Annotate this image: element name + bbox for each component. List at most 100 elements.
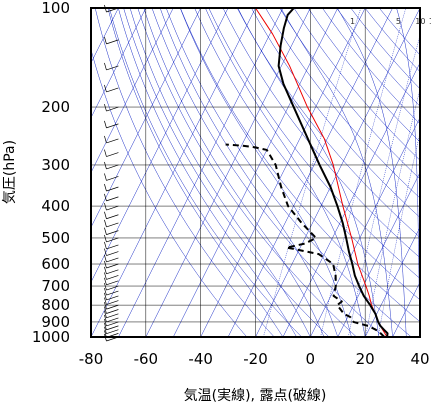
mixing-ratio-labels: 15101520g [350, 17, 431, 26]
dry-adiabat-line [208, 8, 420, 279]
y-tick-label: 900 [41, 313, 70, 331]
dry-adiabat-line [123, 8, 330, 337]
x-tick-label: -80 [79, 350, 104, 368]
mixing-ratio-line [377, 131, 420, 337]
wind-barb-flag [104, 322, 107, 330]
wind-barb-staff [106, 214, 119, 220]
wind-barb-flag [104, 272, 107, 280]
wind-barb-flag [104, 161, 107, 170]
wind-barb-flag [104, 297, 107, 305]
wind-barb-flag [104, 287, 107, 296]
wind-barb-flag [104, 62, 107, 71]
wind-barb-staff [106, 230, 119, 235]
wind-barb-staff [106, 313, 119, 319]
wind-barb-staff [106, 269, 119, 275]
wind-barb-flag [104, 135, 107, 144]
wind-barb-flag [104, 173, 107, 181]
dry-adiabat-line [137, 8, 357, 337]
wind-barb-flag [104, 241, 107, 250]
mixing-ratio-label: 5 [396, 17, 401, 26]
plot-frame [90, 7, 421, 338]
wind-barb-staff [106, 309, 119, 314]
wind-barb-flag [104, 202, 107, 211]
moist-adiabat-line [205, 8, 366, 337]
wind-barb-staff [106, 295, 119, 301]
moist-adiabat-line [179, 8, 352, 337]
wind-barb-flag [104, 120, 107, 128]
wind-barb-flag [104, 266, 107, 274]
wind-barb-staff [106, 321, 119, 327]
wind-barb-staff [106, 290, 119, 296]
wind-barbs [104, 4, 119, 342]
wind-barb-staff [106, 176, 119, 181]
wind-barb-staff [106, 222, 119, 228]
x-tick-label: -40 [188, 350, 213, 368]
isotherm-line [419, 336, 420, 337]
x-tick-label: 20 [356, 350, 375, 368]
x-axis-label: 気温(実線), 露点(破線) [184, 388, 327, 404]
isotherm-line [282, 62, 420, 337]
moist-adiabat-line [337, 8, 407, 337]
y-tick-label: 700 [41, 277, 70, 295]
dry-adiabat-line [94, 8, 275, 337]
y-tick-label: 200 [41, 98, 70, 116]
wind-barb-flag [104, 260, 107, 269]
dry-adiabat-line [222, 8, 420, 259]
isotherm-line [364, 226, 420, 337]
wind-barb-staff [106, 87, 119, 93]
temperature-line [277, 8, 389, 337]
dry-adiabat-line [194, 8, 420, 301]
x-tick-labels: -80 -60 -40 -20 0 20 40 [79, 350, 430, 368]
wind-barb-staff [106, 257, 119, 263]
wind-barb-staff [106, 285, 119, 291]
wind-barb-staff [106, 280, 119, 286]
wind-barb-flag [104, 36, 107, 44]
wind-barb-staff [106, 164, 119, 170]
wind-barb-flag [104, 326, 107, 334]
dry-adiabat-line [322, 8, 420, 125]
y-tick-label: 300 [41, 156, 70, 174]
dry-adiabat-line [279, 8, 420, 180]
wind-barb-staff [106, 263, 119, 269]
wind-barb-flag [104, 302, 107, 310]
y-tick-label: 600 [41, 255, 70, 273]
mixing-ratio-line [365, 88, 420, 337]
isotherm-line [145, 8, 311, 337]
moist-adiabat-line [107, 8, 284, 337]
wind-barb-staff [106, 65, 119, 71]
y-tick-label: 100 [41, 0, 70, 17]
dry-adiabat-line [151, 8, 385, 337]
moist-adiabat-line [118, 8, 297, 337]
wind-barb-flag [104, 310, 107, 318]
wind-barb-flag [104, 254, 107, 263]
mixing-ratio-label: 15 [429, 17, 431, 26]
isotherm-line [200, 8, 366, 337]
x-tick-label: -60 [134, 350, 159, 368]
wind-barb-staff [106, 106, 119, 112]
dry-adiabat-line [109, 8, 302, 337]
isotherm-line [392, 281, 420, 337]
mixing-ratio-line [263, 8, 362, 337]
wind-barb-staff [106, 186, 119, 192]
wind-barb-staff [106, 251, 119, 256]
isotherm-line [91, 8, 147, 119]
wind-barb-staff [106, 205, 119, 211]
wind-barb-staff [106, 237, 119, 243]
wind-barb-staff [106, 138, 119, 144]
dry-adiabat-line [251, 8, 420, 218]
wind-barb-flag [104, 292, 107, 300]
x-tick-label: 40 [410, 350, 429, 368]
moist-adiabat-line [159, 8, 338, 337]
dry-adiabat-line [91, 48, 248, 337]
wind-barb-flag [104, 227, 107, 235]
dry-adiabat-line [265, 8, 420, 199]
moist-adiabat-line [237, 8, 380, 337]
series-layer [225, 8, 389, 337]
wind-barb-flag [104, 183, 107, 192]
wind-barb-flag [104, 149, 107, 157]
wind-barb-staff [106, 329, 119, 335]
mixing-ratio-label: 1 [350, 17, 355, 26]
wind-barb-staff [106, 275, 119, 280]
y-tick-label: 500 [41, 229, 70, 247]
